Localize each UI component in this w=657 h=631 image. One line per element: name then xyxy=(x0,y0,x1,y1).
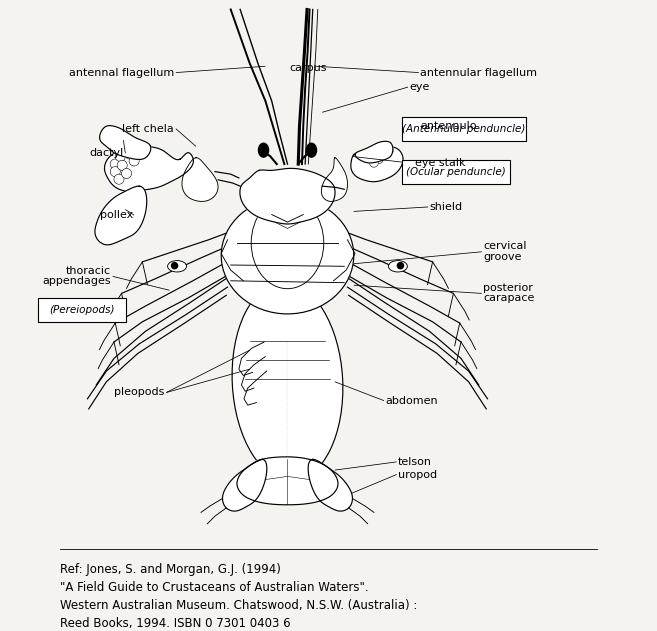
Text: carpus: carpus xyxy=(290,63,327,73)
FancyBboxPatch shape xyxy=(401,117,526,141)
Ellipse shape xyxy=(232,283,343,481)
Polygon shape xyxy=(95,186,147,245)
Ellipse shape xyxy=(221,197,353,314)
Polygon shape xyxy=(182,158,218,201)
Ellipse shape xyxy=(258,143,269,157)
Text: thoracic: thoracic xyxy=(66,266,111,276)
Circle shape xyxy=(129,156,139,166)
Text: telson: telson xyxy=(398,457,432,467)
Circle shape xyxy=(122,168,131,179)
FancyBboxPatch shape xyxy=(38,298,126,322)
Circle shape xyxy=(171,262,178,269)
Circle shape xyxy=(369,158,378,167)
Text: antennulo: antennulo xyxy=(420,121,476,131)
Text: antennular flagellum: antennular flagellum xyxy=(420,68,537,78)
Circle shape xyxy=(397,262,404,269)
Text: cervical: cervical xyxy=(483,241,527,251)
Polygon shape xyxy=(100,126,151,160)
Polygon shape xyxy=(223,459,267,511)
Circle shape xyxy=(125,149,135,159)
Text: dactyl: dactyl xyxy=(89,148,124,158)
Text: Ref: Jones, S. and Morgan, G.J. (1994)
"A Field Guide to Crustaceans of Australi: Ref: Jones, S. and Morgan, G.J. (1994) "… xyxy=(60,563,418,630)
Circle shape xyxy=(384,146,394,155)
Circle shape xyxy=(127,141,137,151)
Circle shape xyxy=(137,148,147,158)
Text: abdomen: abdomen xyxy=(385,396,438,406)
Polygon shape xyxy=(351,146,403,182)
Circle shape xyxy=(114,174,124,184)
Polygon shape xyxy=(237,457,338,505)
Text: (Pereiopods): (Pereiopods) xyxy=(49,305,115,316)
Ellipse shape xyxy=(168,261,187,272)
Circle shape xyxy=(117,160,127,170)
Circle shape xyxy=(374,155,384,163)
Text: antennal flagellum: antennal flagellum xyxy=(68,68,174,78)
Polygon shape xyxy=(308,459,352,511)
Circle shape xyxy=(380,148,388,157)
Text: eye: eye xyxy=(409,82,430,92)
Polygon shape xyxy=(104,146,193,191)
Circle shape xyxy=(115,151,125,162)
FancyBboxPatch shape xyxy=(401,160,510,184)
Text: pleopods: pleopods xyxy=(114,387,164,398)
Ellipse shape xyxy=(306,143,317,157)
Circle shape xyxy=(120,145,130,155)
Circle shape xyxy=(131,145,141,155)
Text: appendages: appendages xyxy=(42,276,111,286)
Ellipse shape xyxy=(251,197,324,289)
Polygon shape xyxy=(355,141,393,163)
Circle shape xyxy=(110,167,120,177)
Polygon shape xyxy=(240,168,335,224)
Ellipse shape xyxy=(388,261,407,272)
Text: (Antennular penduncle): (Antennular penduncle) xyxy=(402,124,526,134)
Text: (Ocular penduncle): (Ocular penduncle) xyxy=(406,167,506,177)
Polygon shape xyxy=(321,158,348,201)
Text: eye stalk: eye stalk xyxy=(415,158,465,168)
Text: pollex: pollex xyxy=(100,210,133,220)
Text: uropod: uropod xyxy=(398,469,437,480)
Text: carapace: carapace xyxy=(483,293,535,304)
Text: shield: shield xyxy=(430,202,463,212)
Text: groove: groove xyxy=(483,252,522,262)
Circle shape xyxy=(110,159,120,169)
Text: posterior: posterior xyxy=(483,283,533,293)
Text: left chela: left chela xyxy=(122,124,174,134)
